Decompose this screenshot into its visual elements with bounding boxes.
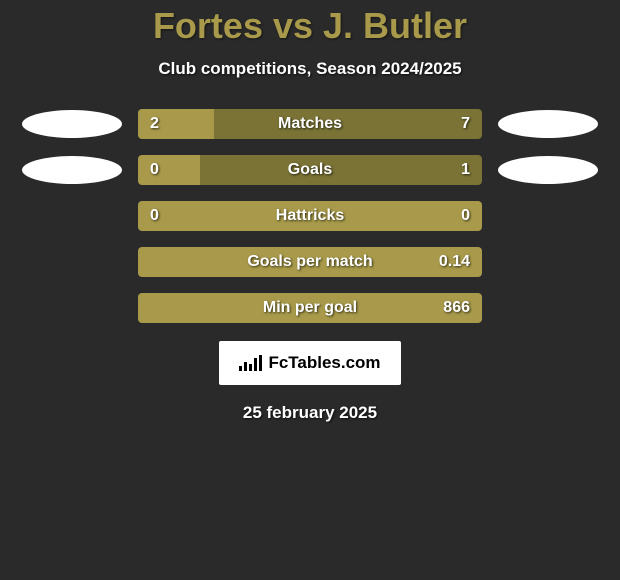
comparison-subtitle: Club competitions, Season 2024/2025 xyxy=(0,59,620,79)
ellipse-placeholder xyxy=(498,202,598,230)
stat-right-value: 866 xyxy=(443,299,470,317)
stat-label: Goals per match xyxy=(247,253,372,271)
stat-right-value: 0.14 xyxy=(439,253,470,271)
bar-chart-icon xyxy=(239,355,262,371)
ellipse-placeholder xyxy=(22,248,122,276)
stat-bar-left: 2 xyxy=(138,109,214,139)
fctables-logo[interactable]: FcTables.com xyxy=(219,341,400,385)
stat-bar-right xyxy=(214,109,482,139)
stat-bar: Min per goal 866 xyxy=(138,293,482,323)
stat-bar: 2 Matches 7 xyxy=(138,109,482,139)
stats-row: Min per goal 866 xyxy=(0,293,620,323)
logo-text: FcTables.com xyxy=(268,353,380,373)
ellipse-placeholder xyxy=(22,294,122,322)
stat-label: Min per goal xyxy=(263,299,357,317)
ellipse-placeholder xyxy=(22,202,122,230)
comparison-date: 25 february 2025 xyxy=(0,403,620,423)
stats-row: Goals per match 0.14 xyxy=(0,247,620,277)
stat-bar: 0 Goals 1 xyxy=(138,155,482,185)
comparison-widget: Fortes vs J. Butler Club competitions, S… xyxy=(0,0,620,423)
stat-bar: 0Hattricks0 xyxy=(138,201,482,231)
ellipse-placeholder xyxy=(498,294,598,322)
stats-list: 2Matches70Goals10Hattricks0Goals per mat… xyxy=(0,109,620,323)
player-right-ellipse xyxy=(498,156,598,184)
stat-right-value: 0 xyxy=(461,207,470,225)
stat-label: Hattricks xyxy=(276,207,344,225)
stat-label: Goals xyxy=(288,161,332,179)
stats-row: 0Hattricks0 xyxy=(0,201,620,231)
player-right-ellipse xyxy=(498,110,598,138)
stat-bar-right xyxy=(200,155,482,185)
ellipse-placeholder xyxy=(498,248,598,276)
stat-right-value: 1 xyxy=(461,161,470,179)
stat-bar-left: 0 xyxy=(138,155,200,185)
stat-right-value: 7 xyxy=(461,115,470,133)
player-left-ellipse xyxy=(22,156,122,184)
logo-container: FcTables.com xyxy=(0,341,620,385)
player-left-ellipse xyxy=(22,110,122,138)
stats-row: 0 Goals 1 xyxy=(0,155,620,185)
stats-row: 2 Matches 7 xyxy=(0,109,620,139)
stat-bar: Goals per match 0.14 xyxy=(138,247,482,277)
stat-label: Matches xyxy=(278,115,342,133)
comparison-title: Fortes vs J. Butler xyxy=(0,5,620,47)
